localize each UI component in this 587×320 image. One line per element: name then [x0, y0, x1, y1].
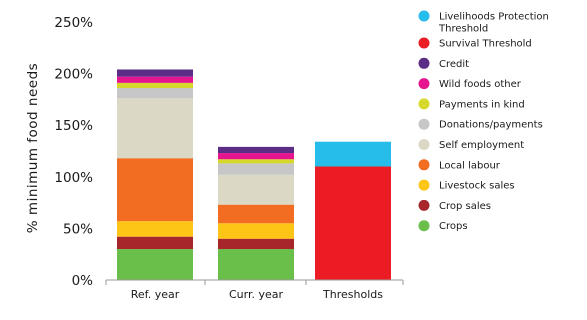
y-tick-label: 50%: [63, 221, 93, 237]
bar-segment-curr-year-credit: [218, 146, 294, 154]
bar-segment-curr-year-local-labour: [218, 204, 294, 224]
legend-item-crops: Crops: [418, 220, 468, 232]
legend-label: Livestock sales: [439, 181, 515, 192]
bar-segment-ref-year-payments-in-kind: [117, 82, 193, 89]
bar-segment-ref-year-donations-payments: [117, 88, 193, 99]
bar-segment-ref-year-crop-sales: [117, 236, 193, 250]
x-axis-labels: Ref. year Curr. year Thresholds: [131, 288, 383, 301]
y-tick-label: 250%: [54, 15, 93, 31]
legend-item-donations-payments: Donations/payments: [418, 118, 543, 131]
legend-swatch: [418, 118, 430, 130]
bar-segment-thresholds-survival-threshold: [315, 166, 391, 280]
legend-label: Payments in kind: [439, 99, 525, 110]
legend-label: Local labour: [439, 160, 501, 171]
bar-segment-thresholds-livelihoods-protection-threshold: [315, 141, 391, 167]
legend-label: Livelihoods Protection Threshold: [438, 12, 549, 35]
bar-segment-curr-year-crops: [218, 249, 294, 280]
bar-segment-ref-year-wild-foods-other: [117, 76, 193, 83]
bar-segment-curr-year-payments-in-kind: [218, 159, 294, 164]
legend-label: Credit: [439, 59, 469, 70]
legend-swatch: [418, 37, 430, 49]
legend-swatch: [418, 139, 430, 150]
legend-item-survival-threshold: Survival Threshold: [418, 37, 532, 50]
y-tick-label: 0%: [72, 273, 94, 289]
legend-swatch: [418, 199, 430, 211]
legend-item-payments-in-kind: Payments in kind: [418, 98, 525, 110]
legend-swatch: [418, 78, 430, 90]
legend-label: Crops: [439, 221, 468, 232]
bar-segment-ref-year-credit: [117, 69, 193, 77]
y-tick-label: 100%: [54, 170, 93, 186]
legend-swatch: [418, 220, 430, 232]
legend-label: Survival Threshold: [439, 39, 532, 50]
bar-segment-ref-year-crops: [117, 249, 193, 280]
y-axis-title: % minimum food needs: [25, 63, 41, 233]
legend-label: Wild foods other: [439, 79, 522, 90]
bar-segment-curr-year-crop-sales: [218, 238, 294, 250]
legend-label: Self employment: [439, 140, 524, 151]
x-tick-label: Ref. year: [131, 288, 180, 301]
legend-item-livestock-sales: Livestock sales: [418, 179, 515, 192]
bar-segment-ref-year-local-labour: [117, 158, 193, 222]
legend-swatch: [418, 98, 430, 110]
bar-segment-curr-year-livestock-sales: [218, 223, 294, 239]
legend-item-local-labour: Local labour: [418, 159, 501, 171]
x-tick-label: Thresholds: [322, 288, 383, 301]
bar-segment-ref-year-self-employment: [117, 98, 193, 159]
legend-swatch: [418, 179, 430, 191]
legend-item-self-employment: Self employment: [418, 139, 524, 151]
legend-swatch: [418, 159, 430, 171]
y-tick-label: 200%: [54, 67, 93, 83]
y-axis-ticks: 0% 50% 100% 150% 200% 250%: [54, 15, 93, 289]
x-tick-label: Curr. year: [229, 288, 284, 301]
legend-item-wild-foods-other: Wild foods other: [418, 78, 522, 90]
y-tick-label: 150%: [54, 118, 93, 134]
legend-swatch: [418, 10, 430, 22]
bar-segment-curr-year-self-employment: [218, 174, 294, 205]
legend-item-livelihoods-protection-threshold: Livelihoods Protection Threshold: [418, 10, 549, 35]
bar-segment-ref-year-livestock-sales: [117, 221, 193, 237]
x-axis-tick-marks: [105, 280, 404, 285]
bar-segment-curr-year-wild-foods-other: [218, 153, 294, 160]
bars: [117, 69, 391, 280]
legend-item-credit: Credit: [418, 57, 469, 70]
legend-item-crop-sales: Crop sales: [418, 199, 491, 212]
legend-label: Crop sales: [439, 201, 491, 212]
legend-label: Donations/payments: [439, 120, 543, 131]
legend-swatch: [418, 57, 430, 69]
bar-segment-curr-year-donations-payments: [218, 163, 294, 175]
legend: Livelihoods Protection Threshold Survival …: [418, 10, 549, 232]
